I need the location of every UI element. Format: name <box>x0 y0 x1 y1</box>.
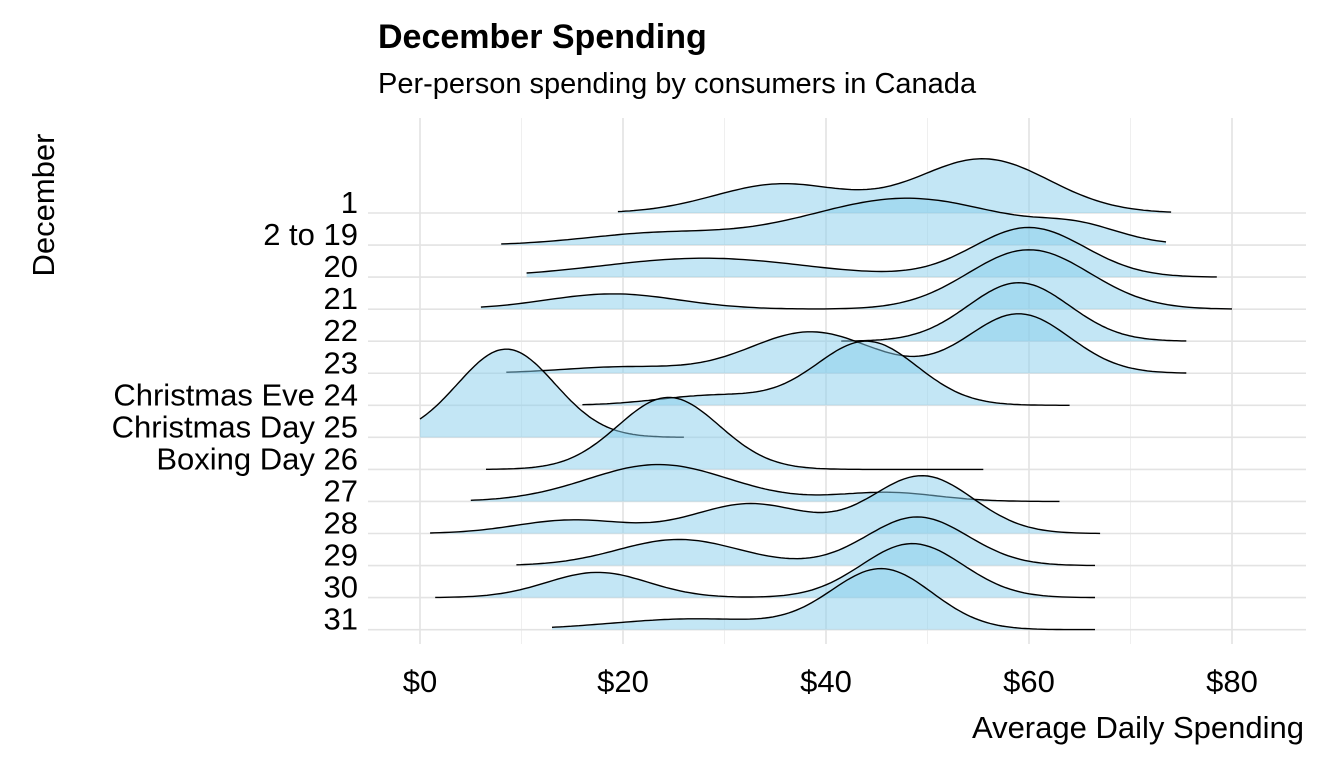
ridge-line <box>501 197 1167 245</box>
y-tick-label: 30 <box>324 570 358 605</box>
ridge-line <box>435 542 1095 599</box>
ridge-area <box>435 543 1095 598</box>
ridge-line <box>841 281 1187 342</box>
ridge-line <box>617 157 1172 213</box>
y-tick-label: 22 <box>324 313 358 348</box>
y-tick-label: 1 <box>341 185 358 220</box>
x-tick-label: $40 <box>800 664 852 699</box>
y-tick-label: 28 <box>324 506 358 541</box>
ridge-line <box>486 396 984 471</box>
x-tick-label: $60 <box>1003 664 1055 699</box>
ridge-area <box>420 349 684 438</box>
ridge-area <box>480 249 1232 310</box>
y-tick-label: 21 <box>324 281 358 316</box>
chart-title: December Spending <box>378 18 707 56</box>
ridge-area <box>486 397 984 470</box>
ridge-line <box>430 474 1101 535</box>
y-tick-label: Christmas Day 25 <box>112 409 358 444</box>
ridge-area <box>506 313 1187 374</box>
y-tick-label: Boxing Day 26 <box>156 441 358 476</box>
ridge-area <box>552 568 1095 630</box>
ridge-area <box>516 516 1095 566</box>
y-tick-label: 2 to 19 <box>263 217 358 252</box>
y-tick-label: Christmas Eve 24 <box>113 377 358 412</box>
y-tick-label: 27 <box>324 473 358 508</box>
ridge-line <box>506 313 1187 374</box>
x-tick-label: $0 <box>403 664 437 699</box>
ridge-area <box>582 341 1070 406</box>
y-tick-label: 20 <box>324 249 358 284</box>
ridge-line <box>516 516 1095 567</box>
y-tick-label: 29 <box>324 538 358 573</box>
ridge-area <box>470 464 1060 502</box>
x-tick-label: $20 <box>597 664 649 699</box>
ridge-line <box>551 567 1095 631</box>
ridge-line <box>526 226 1217 278</box>
x-tick-labels: $0 $20 $40 $60 $80 <box>403 664 1258 699</box>
y-axis-title: December <box>26 134 61 277</box>
ridge-layer <box>419 157 1233 631</box>
ridge-area <box>841 282 1187 342</box>
x-tick-label: $80 <box>1206 664 1258 699</box>
chart-subtitle: Per-person spending by consumers in Cana… <box>378 68 977 100</box>
y-tick-label: 23 <box>324 345 358 380</box>
ridge-line <box>480 249 1233 310</box>
x-axis-title: Average Daily Spending <box>972 710 1304 745</box>
y-tick-label: 31 <box>324 602 358 637</box>
